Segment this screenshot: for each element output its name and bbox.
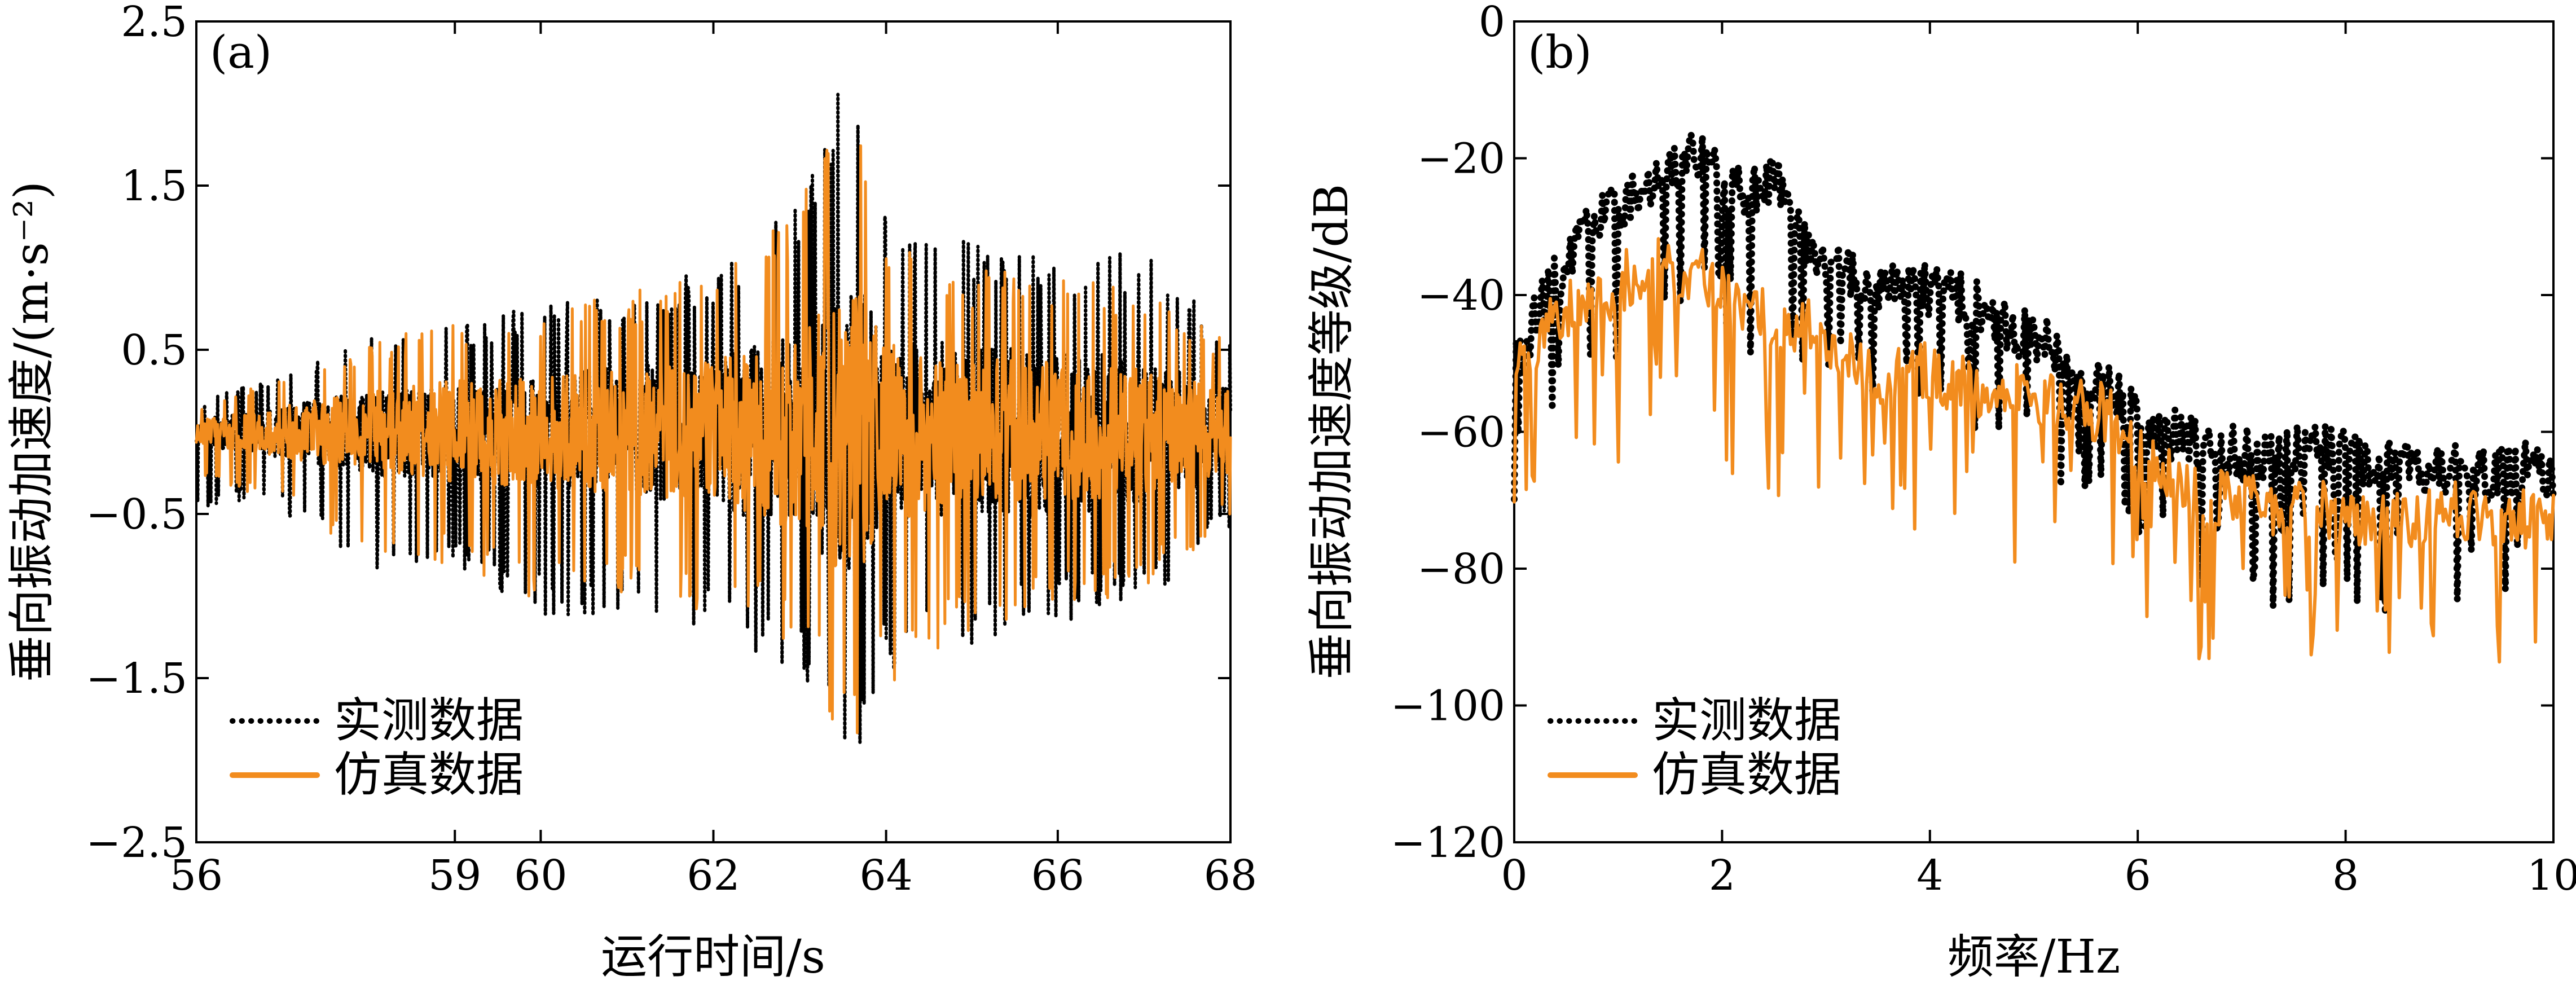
panel-a-series-simulated	[195, 144, 1232, 735]
panel-b-x-tick-label: 4	[1916, 851, 1943, 900]
panel-b-y-tick-label: −100	[1391, 682, 1505, 731]
panel-a-x-tick-label: 59	[428, 851, 481, 900]
panel-a-x-tick-label: 60	[514, 851, 567, 900]
panel-a-y-tick-label: −1.5	[86, 654, 187, 703]
panel-b-label: (b)	[1528, 26, 1592, 78]
panel-a-y-tick-label: 2.5	[121, 0, 187, 46]
panel-b-legend-label-measured: 实测数据	[1652, 693, 1841, 748]
panel-a-y-axis-title: 垂向振动加速度/(m·s⁻²)	[5, 181, 59, 682]
panel-b-y-tick-label: −40	[1417, 271, 1505, 320]
panel-a-chart: 56 59 60 62 64 66 682.51.50.5−0.5−1.5−2.5 (a) …	[5, 0, 1257, 984]
panel-b-x-tick-label: 0	[1501, 851, 1527, 900]
panel-b-x-tick-label: 10	[2527, 851, 2576, 900]
panel-a-y-tick-label: 0.5	[121, 326, 187, 375]
panel-a-legend-label-simulated: 仿真数据	[334, 747, 524, 802]
panel-b-x-tick-label: 2	[1709, 851, 1735, 900]
panel-b-y-tick-label: −20	[1417, 135, 1505, 183]
panel-a-x-tick-label: 62	[687, 851, 740, 900]
panel-a-y-tick-label: 1.5	[121, 162, 187, 210]
panel-b-y-tick-label: 0	[1479, 0, 1505, 46]
panel-b-legend-label-simulated: 仿真数据	[1652, 747, 1841, 802]
panel-a-ticks: 56 59 60 62 64 66 68 2.5 1.5 0.5 −0.5 −1.5 −2.5	[86, 0, 1257, 900]
panel-b-x-tick-label: 8	[2332, 851, 2359, 900]
panel-a-series	[195, 93, 1232, 744]
panel-b-x-axis-title: 频率/Hz	[1948, 930, 2120, 984]
panel-a-y-tick-label: −2.5	[86, 819, 187, 867]
panel-a-x-tick-label: 56	[170, 851, 223, 900]
panel-b-series-simulated	[1513, 237, 2555, 664]
panel-b-y-tick-label: −120	[1391, 819, 1505, 867]
panel-a-x-axis-title: 运行时间/s	[601, 930, 825, 984]
panel-b-series	[1511, 130, 2557, 664]
panel-b-y-tick-label: −80	[1417, 545, 1505, 593]
panel-b-y-axis-title: 垂向振动加速度等级/dB	[1305, 184, 1359, 679]
panel-b-y-tick-label: −60	[1417, 408, 1505, 457]
panel-a-label: (a)	[210, 26, 272, 78]
panel-b-ticks: 0 2 4 6 8 10 0 −20 −40 −60 −80 −100 −120	[1391, 0, 2576, 900]
panel-a-legend-label-measured: 实测数据	[334, 693, 524, 748]
panel-a-y-tick-label: −0.5	[86, 490, 187, 539]
panel-b-chart: 0 2 4 6 8 10 0 −20 −40 −60 −80 −100 −120 (b) 频率/Hz 垂…	[1305, 0, 2576, 984]
panel-a-x-tick-label: 68	[1204, 851, 1257, 900]
panel-b-x-tick-label: 6	[2125, 851, 2151, 900]
panel-a-x-tick-label: 66	[1031, 851, 1084, 900]
panel-a-x-tick-label: 64	[860, 851, 913, 900]
